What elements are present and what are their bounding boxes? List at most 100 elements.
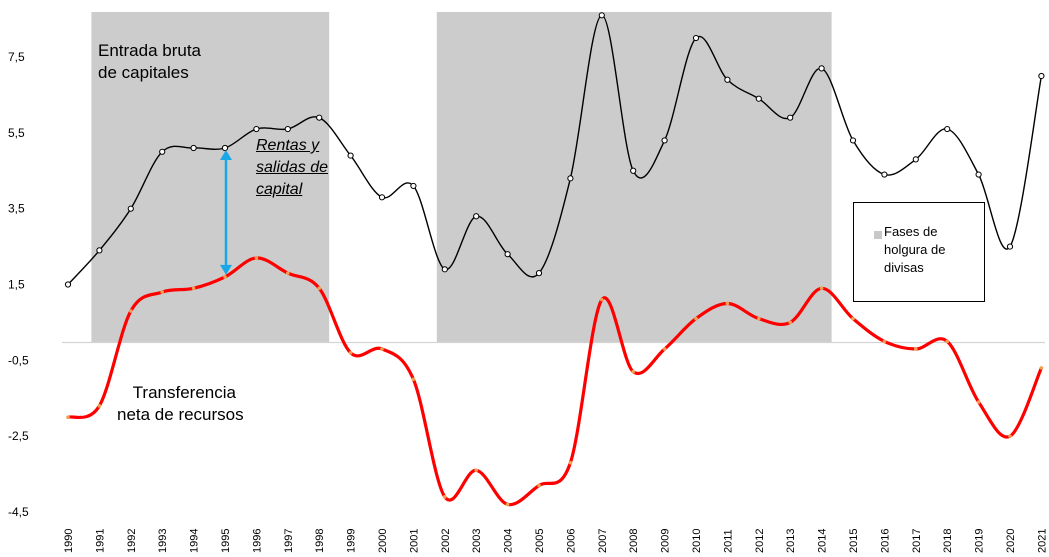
point-transferencia: [568, 460, 573, 465]
shaded-periods: [91, 12, 832, 343]
x-tick-label: 2015: [848, 529, 860, 553]
x-tick-label: 1991: [94, 529, 106, 553]
entrada-label-line2: de capitales: [98, 63, 189, 82]
point-entrada: [253, 125, 260, 133]
point-transferencia: [411, 377, 416, 382]
point-entrada: [849, 137, 857, 144]
x-tick-label: 1992: [126, 529, 138, 553]
x-tick-label: 2003: [471, 529, 483, 553]
point-entrada: [1038, 72, 1045, 80]
point-transferencia: [725, 301, 730, 306]
legend-swatch: [874, 231, 882, 239]
point-transferencia: [631, 369, 635, 374]
point-entrada: [567, 175, 574, 182]
transferencia-label-line2: neta de recursos: [117, 405, 244, 424]
y-tick-label: 3,5: [8, 202, 25, 216]
arrow-head-down: [220, 264, 232, 275]
x-tick-labels: 1990 1991 1992 1993 1994 1995 1996 1997 1998 1999…: [63, 529, 1048, 553]
x-tick-label: 2014: [817, 529, 829, 553]
entrada-label-line1: Entrada bruta: [98, 41, 202, 60]
point-transferencia: [160, 290, 164, 294]
point-transferencia: [537, 483, 541, 488]
x-tick-label: 2016: [879, 529, 891, 553]
y-tick-label: -4,5: [8, 505, 29, 519]
legend-text: Fases de holgura de divisas: [884, 224, 946, 275]
point-transferencia: [819, 286, 824, 291]
point-transferencia: [380, 347, 384, 351]
transferencia-label: Transferencia neta de recursos: [117, 382, 244, 426]
point-transferencia: [851, 316, 855, 321]
point-entrada: [221, 144, 229, 152]
point-transferencia: [882, 339, 887, 344]
y-tick-labels: 7,5 5,5 3,5 1,5 -0,5 -2,5 -4,5: [8, 50, 29, 519]
point-entrada: [661, 137, 668, 144]
double-arrow: [220, 150, 232, 275]
point-transferencia: [97, 404, 102, 408]
x-tick-label: 1999: [346, 529, 358, 553]
point-entrada: [535, 270, 543, 277]
point-entrada: [598, 12, 605, 19]
x-tick-label: 2019: [974, 529, 986, 553]
x-tick-label: 2007: [597, 529, 609, 553]
point-transferencia: [223, 275, 227, 279]
x-tick-label: 2008: [628, 529, 640, 553]
series: [64, 12, 1045, 507]
point-transferencia: [474, 468, 479, 473]
x-tick-label: 2010: [691, 529, 703, 553]
entrada-label: Entrada bruta de capitales: [98, 40, 201, 84]
point-transferencia: [443, 495, 447, 499]
x-tick-label: 2000: [377, 529, 389, 553]
transferencia-label-line1: Transferencia: [132, 383, 236, 402]
x-tick-label: 2017: [911, 529, 923, 553]
point-transferencia: [694, 316, 698, 321]
point-transferencia: [945, 339, 949, 344]
point-entrada: [787, 114, 794, 121]
point-entrada: [944, 125, 951, 133]
y-tick-label: 7,5: [8, 50, 25, 64]
point-transferencia: [66, 415, 70, 420]
y-tick-label: -2,5: [8, 429, 29, 443]
x-tick-label: 1998: [314, 529, 326, 553]
point-entrada: [755, 95, 762, 102]
rentas-line2: salidas de: [256, 159, 329, 176]
x-tick-label: 2002: [440, 529, 452, 553]
y-tick-label: 1,5: [8, 278, 25, 292]
x-tick-label: 1990: [63, 529, 75, 553]
point-entrada: [190, 144, 197, 152]
point-entrada: [881, 171, 888, 178]
point-entrada: [127, 205, 134, 212]
rentas-annotation: Rentas y salidas de capital: [256, 135, 328, 201]
x-tick-label: 2005: [534, 529, 546, 553]
point-entrada: [504, 251, 511, 258]
point-transferencia: [1039, 366, 1044, 370]
series-line-transferencia: [67, 256, 1043, 507]
point-entrada: [284, 125, 291, 133]
point-entrada: [159, 148, 166, 155]
arrow-head-up: [220, 150, 232, 160]
point-transferencia: [976, 400, 981, 404]
point-entrada: [410, 182, 417, 190]
point-transferencia: [914, 347, 918, 351]
x-tick-label: 1993: [157, 529, 169, 553]
point-transferencia: [129, 309, 133, 313]
x-tick-label: 2013: [785, 529, 797, 553]
point-entrada: [316, 114, 323, 121]
point-transferencia: [348, 350, 353, 355]
rentas-line3: capital: [256, 181, 303, 198]
x-tick-label: 2021: [1036, 529, 1048, 553]
point-entrada: [1006, 243, 1014, 250]
point-entrada: [692, 34, 700, 42]
point-transferencia: [662, 347, 667, 351]
x-tick-label: 2020: [1005, 529, 1017, 553]
x-tick-label: 2012: [754, 529, 766, 553]
point-transferencia: [788, 320, 792, 325]
point-entrada: [473, 213, 480, 220]
point-entrada: [64, 281, 72, 288]
x-tick-label: 1994: [189, 529, 201, 553]
point-transferencia: [757, 316, 761, 321]
point-transferencia: [191, 286, 196, 291]
point-entrada: [724, 76, 731, 83]
x-tick-label: 2018: [942, 529, 954, 553]
x-tick-label: 1995: [220, 529, 232, 553]
